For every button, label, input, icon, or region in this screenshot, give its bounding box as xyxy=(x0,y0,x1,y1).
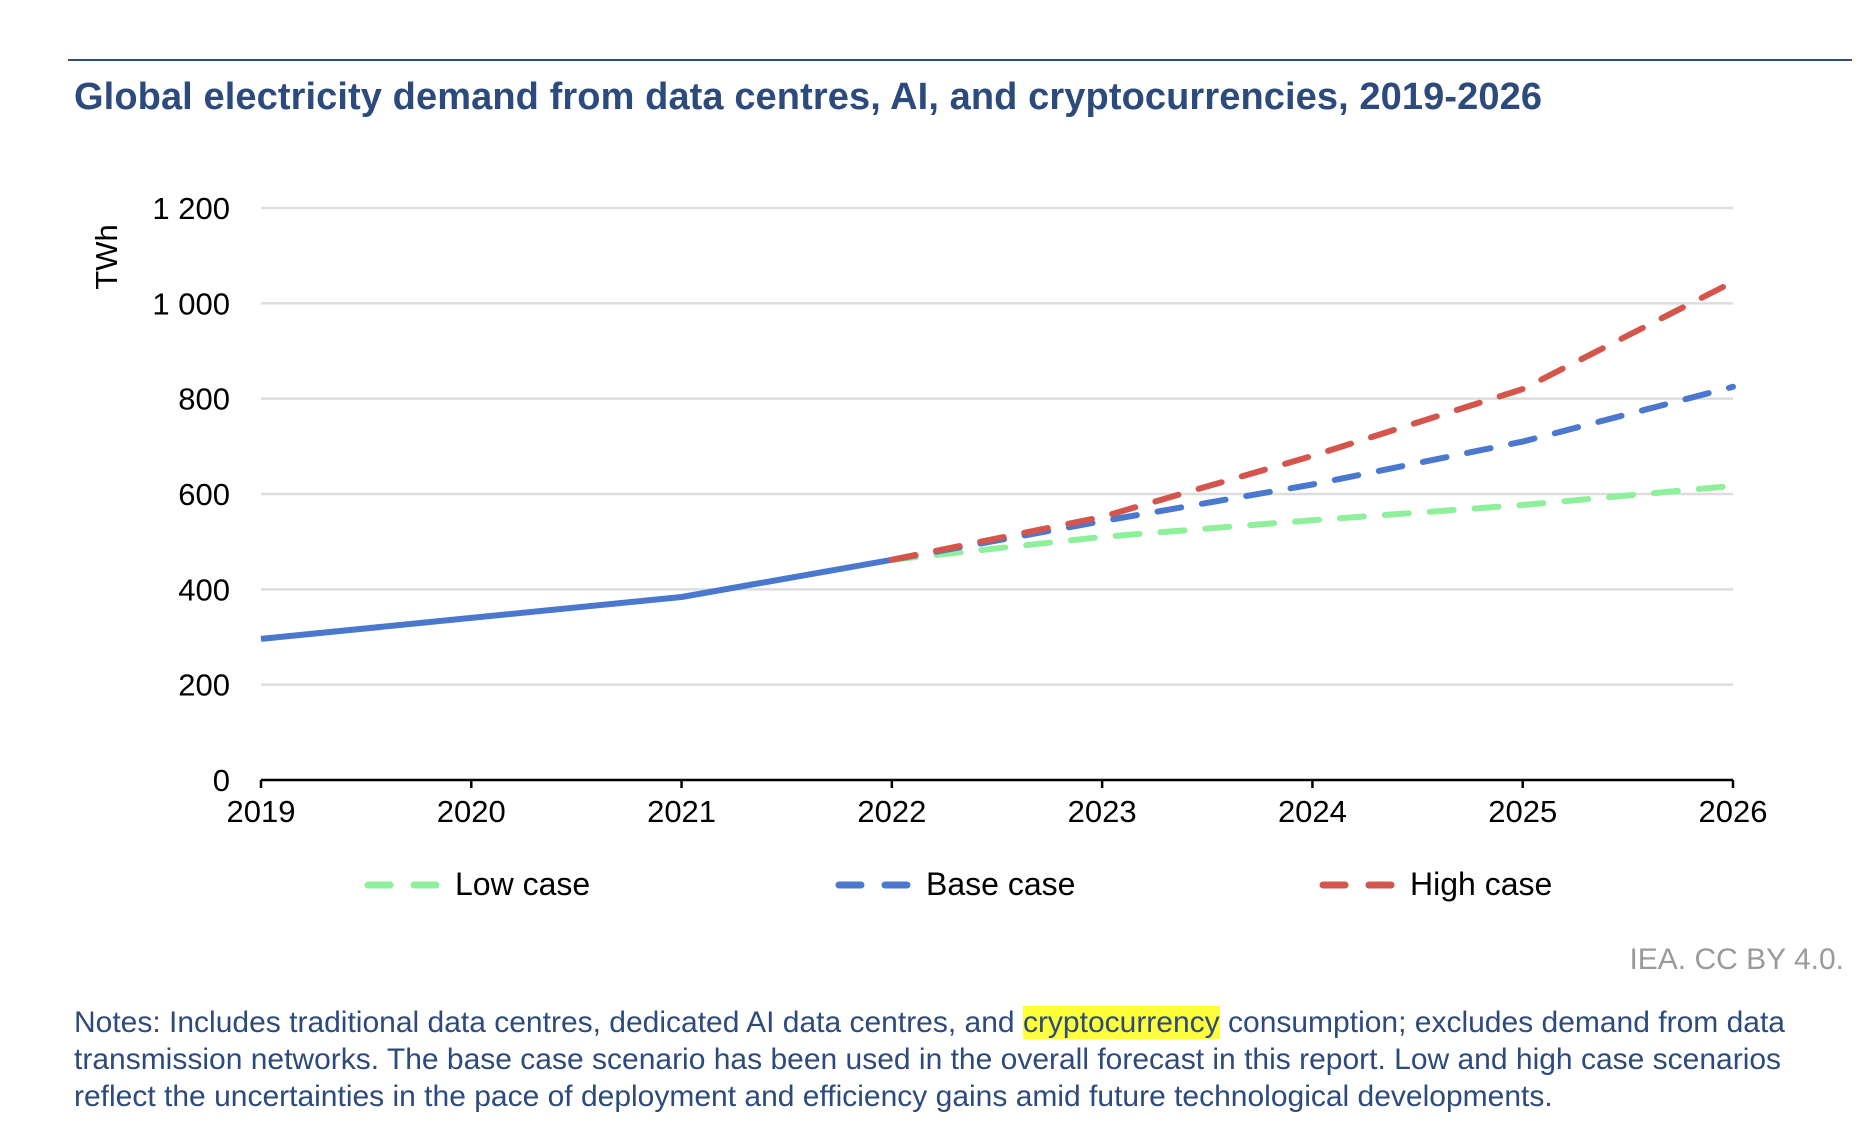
x-tick-label: 2021 xyxy=(647,794,716,829)
chart-title: Global electricity demand from data cent… xyxy=(74,76,1543,118)
y-axis-ticks: 0 200 400 600 800 1 000 1 200 xyxy=(152,191,230,798)
legend-item-high-case[interactable]: High case xyxy=(1318,866,1552,903)
notes-text: Notes: Includes traditional data centres… xyxy=(74,1006,1023,1039)
notes-text-continued: consumption; excludes demand from data t… xyxy=(74,1006,1785,1113)
x-tick-label: 2026 xyxy=(1699,794,1768,829)
notes-highlighted-term: cryptocurrency xyxy=(1022,1006,1220,1039)
legend-item-low-case[interactable]: Low case xyxy=(363,866,590,903)
y-tick-label: 200 xyxy=(178,668,230,703)
x-tick-label: 2020 xyxy=(437,794,506,829)
x-tick-label: 2024 xyxy=(1278,794,1347,829)
series-historical xyxy=(260,556,893,642)
y-tick-label: 1 200 xyxy=(152,191,230,226)
legend-label: High case xyxy=(1410,866,1553,902)
legend-item-base-case[interactable]: Base case xyxy=(834,866,1075,903)
legend-swatch-low-icon xyxy=(364,881,442,888)
y-tick-label: 0 xyxy=(213,763,230,798)
x-tick-label: 2022 xyxy=(857,794,926,829)
source-credit: IEA. CC BY 4.0. xyxy=(1629,943,1844,976)
series-high-case xyxy=(888,278,1736,563)
legend-label: Base case xyxy=(926,866,1076,902)
y-tick-label: 600 xyxy=(178,477,230,512)
legend-label: Low case xyxy=(455,866,591,902)
line-chart: 0 200 400 600 800 1 000 1 200 2019 2020 2021 2022… xyxy=(89,191,1768,829)
series-lines xyxy=(260,278,1736,642)
legend-swatch-base-icon xyxy=(835,881,913,888)
y-tick-label: 800 xyxy=(178,382,230,417)
legend: Low case Base case High case xyxy=(0,866,1858,910)
x-axis: 2019 2020 2021 2022 2023 2024 2025 2026 xyxy=(227,778,1768,829)
y-axis-label: TWh xyxy=(89,224,124,289)
gridlines xyxy=(261,206,1733,686)
y-tick-label: 400 xyxy=(178,572,230,607)
title-rule xyxy=(68,59,1852,61)
legend-swatch-high-icon xyxy=(1319,881,1397,888)
x-tick-label: 2025 xyxy=(1488,794,1557,829)
series-base-case xyxy=(888,383,1736,563)
series-low-case xyxy=(888,482,1736,563)
x-tick-label: 2019 xyxy=(227,794,296,829)
chart-notes: Notes: Includes traditional data centres… xyxy=(74,1004,1854,1115)
x-tick-label: 2023 xyxy=(1068,794,1137,829)
y-tick-label: 1 000 xyxy=(152,286,230,321)
